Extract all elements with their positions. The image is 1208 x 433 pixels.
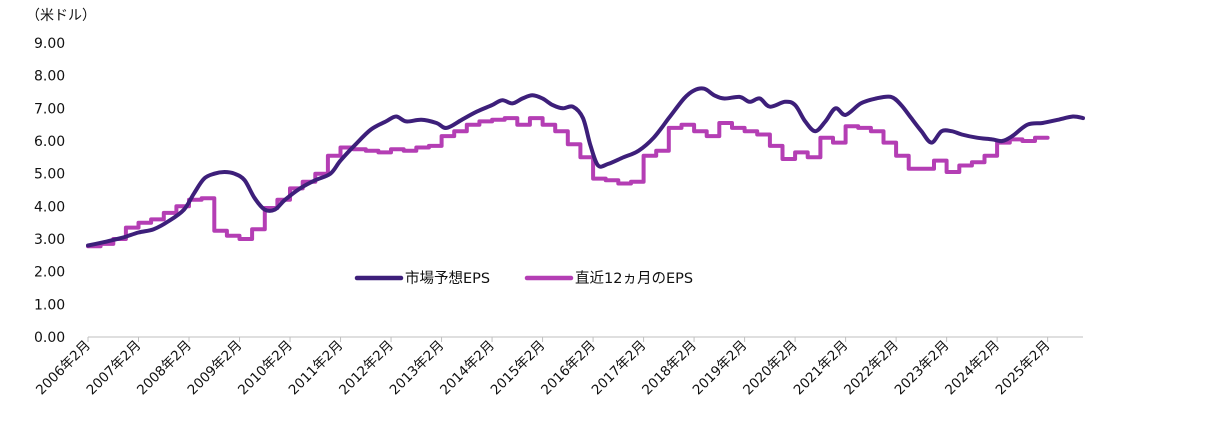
y-tick-label: 5.00 xyxy=(34,167,65,183)
x-tick-label: 2025年2月 xyxy=(993,338,1054,399)
x-axis: 2006年2月2007年2月2008年2月2009年2月2010年2月2011年… xyxy=(33,336,1083,399)
y-tick-label: 6.00 xyxy=(34,134,65,150)
series-line-trailing-eps xyxy=(86,116,1050,249)
y-tick-label: 3.00 xyxy=(34,232,65,248)
y-tick-label: 8.00 xyxy=(34,69,65,85)
y-tick-label: 1.00 xyxy=(34,297,65,313)
y-tick-label: 7.00 xyxy=(34,101,65,117)
legend-label: 市場予想EPS xyxy=(405,270,490,287)
y-tick-label: 0.00 xyxy=(34,330,65,346)
y-tick-label: 2.00 xyxy=(34,265,65,281)
y-tick-label: 9.00 xyxy=(34,36,65,52)
y-axis: 0.00 1.00 2.00 3.00 4.00 5.00 6.00 7.00 8.00 9.00 xyxy=(34,36,65,346)
y-tick-label: 4.00 xyxy=(34,199,65,215)
series-layer xyxy=(86,86,1085,249)
legend: 市場予想EPS 直近12ヵ月のEPS xyxy=(354,270,693,287)
y-axis-unit-label: （米ドル） xyxy=(26,8,96,24)
legend-label: 直近12ヵ月のEPS xyxy=(575,270,693,287)
series-line-forecast-eps xyxy=(86,86,1085,248)
